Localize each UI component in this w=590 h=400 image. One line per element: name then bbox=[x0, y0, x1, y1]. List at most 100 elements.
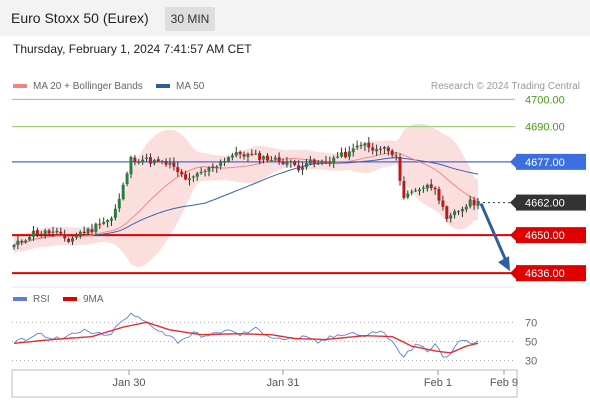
level-label-1: 4690.00 bbox=[525, 122, 565, 134]
candle-body bbox=[28, 236, 32, 240]
candle-body bbox=[168, 162, 172, 165]
candle-body bbox=[363, 143, 367, 146]
candle-body bbox=[464, 206, 468, 210]
candle-body bbox=[55, 231, 59, 233]
rsi-tick-label-30: 30 bbox=[525, 355, 537, 367]
x-axis: Jan 30 Jan 31 Feb 1 Feb 9 bbox=[11, 286, 518, 398]
candle-body bbox=[176, 167, 180, 173]
candle-body bbox=[437, 189, 441, 201]
instrument-title: Euro Stoxx 50 (Eurex) bbox=[11, 10, 149, 26]
x-tick-label-2: Feb 1 bbox=[424, 377, 452, 389]
candle-body bbox=[125, 173, 129, 185]
level-box-4 bbox=[516, 227, 586, 244]
candle-body bbox=[304, 163, 308, 168]
candle-body bbox=[129, 156, 133, 175]
candle-body bbox=[219, 161, 223, 166]
candle-body bbox=[117, 198, 121, 209]
candle-body bbox=[457, 211, 461, 213]
candle-body bbox=[78, 231, 82, 235]
level-box-2 bbox=[516, 153, 586, 170]
candle-body bbox=[285, 162, 289, 165]
candle-body bbox=[379, 148, 383, 150]
candle-body bbox=[141, 159, 145, 162]
candle-body bbox=[402, 180, 406, 199]
level-label-0: 4700.00 bbox=[525, 94, 565, 106]
x-tick-label-1: Jan 31 bbox=[266, 377, 299, 389]
candle-body bbox=[59, 231, 63, 234]
candle-body bbox=[382, 146, 386, 149]
level-box-3 bbox=[516, 194, 586, 211]
candle-body bbox=[281, 161, 285, 165]
candle-body bbox=[468, 199, 472, 207]
candle-body bbox=[269, 160, 273, 162]
candle-body bbox=[316, 163, 320, 165]
ma50-swatch bbox=[156, 84, 170, 89]
rsi-pane: 70 50 30 bbox=[12, 312, 537, 367]
candle-body bbox=[429, 184, 433, 188]
candle-body bbox=[191, 176, 195, 178]
candle-body bbox=[223, 160, 227, 163]
candle-body bbox=[152, 160, 156, 164]
price-levels: 4700.00 4690.00 4677.00 4662.00 4650.00 4636.… bbox=[12, 94, 586, 282]
rsi-tick-label-70: 70 bbox=[525, 317, 537, 329]
candle-body bbox=[476, 200, 480, 206]
copyright-text: Research © 2024 Trading Central bbox=[430, 81, 580, 92]
candle-body bbox=[398, 157, 402, 181]
candle-body bbox=[418, 189, 422, 192]
candle-body bbox=[160, 160, 164, 163]
candle-body bbox=[301, 167, 305, 170]
candle-body bbox=[90, 229, 94, 233]
candle-body bbox=[145, 157, 149, 160]
candle-body bbox=[355, 145, 359, 148]
candle-body bbox=[43, 230, 47, 234]
level-box-tip-2 bbox=[510, 155, 516, 168]
forecast-arrow-head bbox=[498, 256, 510, 272]
candle-body bbox=[226, 157, 230, 162]
level-label-2: 4677.00 bbox=[525, 157, 565, 169]
timestamp: Thursday, February 1, 2024 7:41:57 AM CE… bbox=[13, 42, 252, 56]
candle-body bbox=[340, 152, 344, 157]
rsi-ma-swatch bbox=[63, 297, 77, 302]
rsi-ma-legend-label: 9MA bbox=[83, 294, 104, 305]
candle-body bbox=[82, 231, 86, 234]
candle-body bbox=[297, 165, 301, 171]
candle-body bbox=[215, 166, 219, 169]
chart-header: Euro Stoxx 50 (Eurex) 30 MIN bbox=[0, 0, 590, 36]
candle-body bbox=[102, 221, 106, 224]
candle-body bbox=[51, 231, 55, 233]
candle-body bbox=[246, 153, 250, 157]
timeframe-badge[interactable]: 30 MIN bbox=[165, 7, 215, 31]
candle-body bbox=[375, 149, 379, 152]
candle-body bbox=[113, 208, 117, 219]
candle-body bbox=[265, 155, 269, 161]
candle-body bbox=[343, 151, 347, 158]
candle-body bbox=[367, 142, 371, 148]
candle-body bbox=[433, 187, 437, 190]
candle-body bbox=[250, 153, 254, 155]
ma20-swatch bbox=[13, 84, 27, 89]
candle-body bbox=[328, 161, 332, 163]
candle-body bbox=[425, 184, 429, 189]
candle-body bbox=[394, 155, 398, 157]
candle-body bbox=[67, 238, 71, 242]
level-label-4: 4650.00 bbox=[525, 230, 565, 242]
forecast-arrow-shaft bbox=[479, 202, 509, 264]
candle-body bbox=[242, 154, 246, 157]
candle-body bbox=[332, 157, 336, 164]
level-box-tip-4 bbox=[510, 229, 516, 242]
candle-body bbox=[187, 178, 191, 180]
rsi-legend-label: RSI bbox=[33, 294, 50, 305]
legend-rsi: RSI bbox=[13, 294, 50, 305]
candle-body bbox=[312, 159, 316, 164]
candle-body bbox=[254, 153, 258, 155]
candle-body bbox=[39, 233, 43, 235]
candle-body bbox=[86, 228, 90, 234]
candle-body bbox=[390, 150, 394, 156]
candle-body bbox=[164, 160, 168, 165]
candle-body bbox=[184, 174, 188, 180]
candle-body bbox=[109, 218, 113, 221]
candle-body bbox=[94, 223, 98, 232]
candle-body bbox=[336, 156, 340, 158]
candle-body bbox=[47, 230, 51, 234]
candle-body bbox=[238, 151, 242, 155]
